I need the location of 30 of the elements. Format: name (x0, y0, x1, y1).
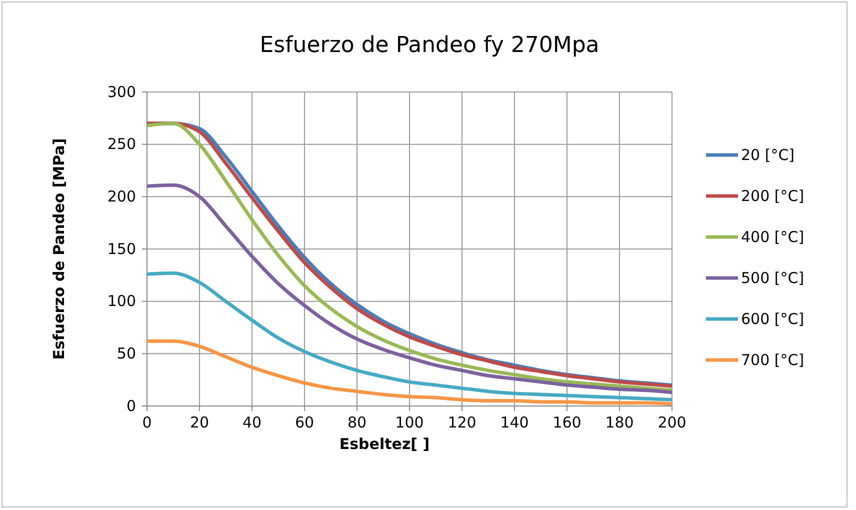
legend-label: 200 [°C] (741, 187, 804, 205)
y-tick-label: 0 (126, 396, 136, 415)
x-tick-label: 60 (294, 414, 314, 432)
legend-label: 600 [°C] (741, 310, 804, 328)
chart-title: Esfuerzo de Pandeo fy 270Mpa (260, 33, 600, 58)
x-tick-label: 40 (242, 414, 262, 432)
x-tick-label: 160 (552, 414, 582, 432)
x-tick-label: 0 (142, 414, 152, 432)
x-tick-label: 20 (190, 414, 210, 432)
legend-label: 700 [°C] (741, 351, 804, 369)
x-axis-title: Esbeltez[ ] (339, 435, 430, 453)
line-series (145, 271, 674, 402)
y-tick-label: 50 (116, 344, 136, 362)
x-tick-label: 100 (395, 414, 424, 432)
y-tick-label: 150 (107, 240, 136, 258)
line-series (145, 339, 674, 406)
y-tick-label: 100 (107, 292, 136, 310)
y-tick-label: 200 (107, 187, 136, 206)
x-tick-label: 180 (605, 414, 634, 432)
x-tick-label: 120 (448, 414, 476, 432)
y-tick-label: 300 (107, 82, 136, 101)
legend-label: 400 [°C] (741, 228, 804, 246)
x-tick-label: 80 (347, 414, 367, 432)
y-axis-title: Esfuerzo de Pandeo [MPa] (50, 138, 68, 360)
legend-label: 20 [°C] (741, 146, 795, 164)
line-series (145, 183, 674, 394)
legend-label: 500 [°C] (741, 269, 804, 287)
x-tick-label: 140 (500, 414, 529, 432)
x-tick-label: 200 (658, 414, 686, 432)
y-tick-label: 250 (107, 135, 136, 154)
